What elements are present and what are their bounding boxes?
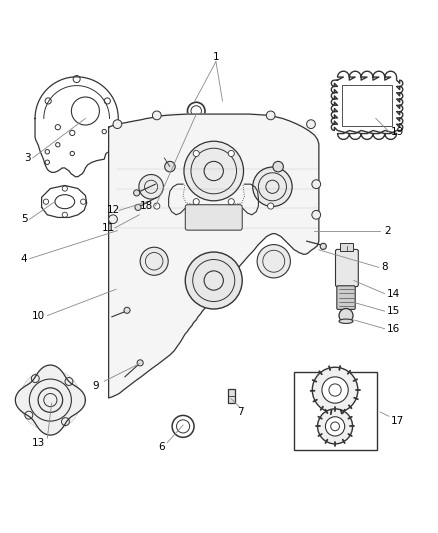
Circle shape (65, 377, 73, 385)
Circle shape (228, 199, 234, 205)
Text: 5: 5 (21, 214, 28, 224)
Text: 13: 13 (32, 438, 45, 448)
Circle shape (25, 411, 33, 419)
Circle shape (154, 203, 160, 209)
Polygon shape (157, 112, 319, 135)
Circle shape (124, 307, 130, 313)
Circle shape (228, 150, 234, 157)
Circle shape (71, 97, 99, 125)
Text: 17: 17 (391, 416, 404, 426)
Circle shape (152, 111, 161, 120)
Bar (228, 389, 235, 403)
Circle shape (312, 180, 321, 189)
Circle shape (266, 111, 275, 120)
Text: 11: 11 (102, 223, 115, 233)
Circle shape (322, 377, 348, 403)
Text: 14: 14 (387, 289, 400, 298)
Circle shape (312, 211, 321, 219)
Circle shape (266, 180, 279, 193)
Text: 18: 18 (140, 201, 153, 211)
Text: 2: 2 (384, 225, 391, 236)
Bar (294, 372, 377, 449)
Circle shape (165, 161, 175, 172)
Circle shape (320, 243, 326, 249)
Circle shape (184, 141, 244, 201)
Circle shape (204, 161, 223, 181)
Text: 16: 16 (387, 324, 400, 334)
Circle shape (21, 370, 80, 430)
Ellipse shape (339, 319, 353, 324)
Text: 19: 19 (391, 127, 404, 136)
Circle shape (109, 215, 117, 223)
Circle shape (204, 271, 223, 290)
Polygon shape (42, 185, 87, 217)
Bar (342, 85, 392, 126)
Text: 9: 9 (92, 381, 99, 391)
Circle shape (257, 245, 290, 278)
Circle shape (28, 377, 73, 423)
Text: 3: 3 (24, 153, 31, 163)
Circle shape (113, 120, 122, 128)
Polygon shape (21, 370, 80, 430)
Circle shape (193, 199, 199, 205)
Circle shape (273, 161, 283, 172)
Circle shape (172, 415, 194, 437)
Circle shape (137, 360, 143, 366)
Ellipse shape (55, 195, 74, 209)
Circle shape (185, 252, 242, 309)
Text: 7: 7 (237, 407, 244, 417)
Circle shape (325, 417, 345, 436)
Circle shape (32, 375, 39, 383)
Text: 15: 15 (387, 306, 400, 316)
Text: 4: 4 (21, 254, 28, 264)
FancyBboxPatch shape (185, 205, 242, 230)
Circle shape (312, 367, 358, 413)
Circle shape (38, 388, 63, 413)
Circle shape (140, 247, 168, 275)
Circle shape (268, 203, 274, 209)
Polygon shape (331, 71, 403, 139)
Circle shape (187, 102, 205, 120)
Circle shape (134, 190, 140, 196)
Text: 1: 1 (212, 52, 219, 62)
FancyBboxPatch shape (337, 286, 355, 310)
Bar (340, 243, 353, 251)
Circle shape (61, 418, 69, 425)
FancyBboxPatch shape (336, 249, 358, 287)
Circle shape (318, 409, 353, 444)
Circle shape (139, 174, 163, 199)
Text: 12: 12 (106, 205, 120, 215)
Text: 8: 8 (381, 262, 388, 272)
Circle shape (307, 120, 315, 128)
Text: 6: 6 (158, 442, 165, 452)
Text: 10: 10 (32, 311, 45, 320)
Polygon shape (109, 114, 319, 398)
Circle shape (339, 309, 353, 322)
Polygon shape (35, 77, 118, 177)
Polygon shape (15, 365, 85, 435)
Circle shape (135, 204, 141, 211)
Circle shape (193, 150, 199, 157)
Circle shape (253, 167, 292, 206)
